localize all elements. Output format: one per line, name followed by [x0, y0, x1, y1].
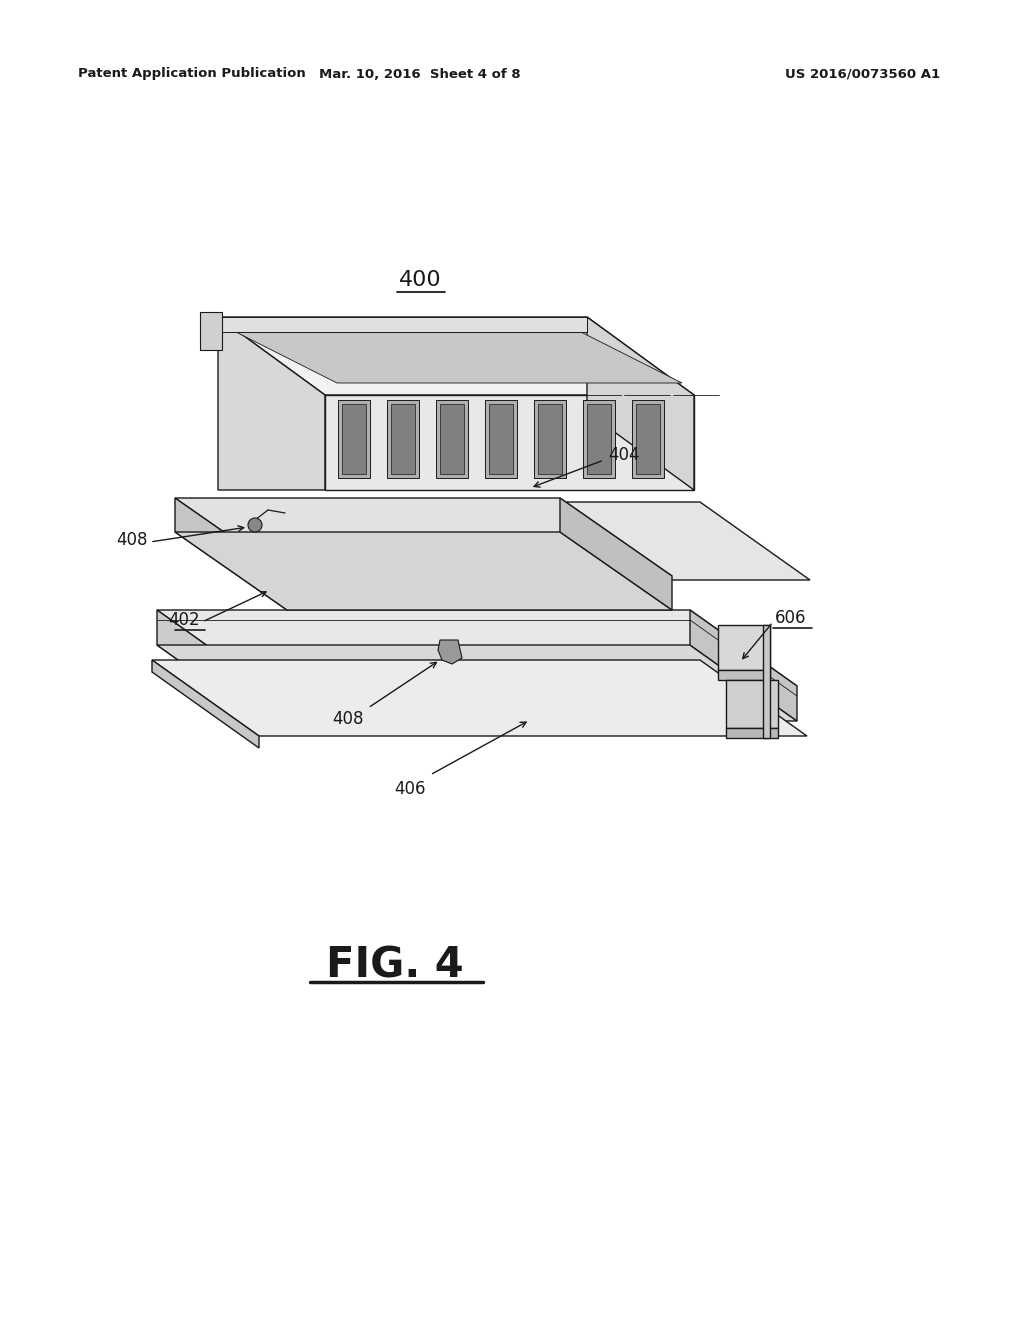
- Text: 408: 408: [332, 710, 364, 729]
- Text: Mar. 10, 2016  Sheet 4 of 8: Mar. 10, 2016 Sheet 4 of 8: [319, 67, 521, 81]
- Polygon shape: [438, 640, 462, 664]
- Text: 404: 404: [608, 446, 640, 465]
- Polygon shape: [436, 400, 468, 478]
- Polygon shape: [440, 404, 464, 474]
- Polygon shape: [175, 502, 810, 579]
- Polygon shape: [387, 400, 419, 478]
- Polygon shape: [489, 404, 513, 474]
- Polygon shape: [391, 404, 415, 474]
- Polygon shape: [218, 317, 325, 490]
- Polygon shape: [636, 404, 660, 474]
- Text: Patent Application Publication: Patent Application Publication: [78, 67, 306, 81]
- Polygon shape: [560, 498, 672, 610]
- Text: 402: 402: [168, 611, 200, 630]
- Polygon shape: [583, 400, 615, 478]
- Polygon shape: [175, 532, 672, 610]
- Polygon shape: [718, 671, 770, 680]
- Polygon shape: [152, 660, 807, 737]
- Polygon shape: [157, 610, 264, 721]
- Text: 406: 406: [394, 780, 426, 799]
- Text: US 2016/0073560 A1: US 2016/0073560 A1: [784, 67, 940, 81]
- Polygon shape: [690, 610, 797, 721]
- Polygon shape: [175, 498, 672, 576]
- Circle shape: [248, 517, 262, 532]
- Text: 606: 606: [775, 609, 807, 627]
- Text: FIG. 4: FIG. 4: [327, 944, 464, 986]
- Polygon shape: [200, 312, 222, 350]
- Polygon shape: [485, 400, 517, 478]
- Polygon shape: [157, 610, 797, 686]
- Text: 408: 408: [117, 531, 148, 549]
- Polygon shape: [587, 317, 694, 490]
- Polygon shape: [538, 404, 562, 474]
- Polygon shape: [726, 729, 778, 738]
- Polygon shape: [218, 317, 694, 395]
- Polygon shape: [763, 624, 770, 738]
- Polygon shape: [534, 400, 566, 478]
- Polygon shape: [218, 317, 587, 333]
- Polygon shape: [587, 404, 611, 474]
- Polygon shape: [726, 680, 778, 729]
- Polygon shape: [325, 395, 694, 490]
- Polygon shape: [230, 329, 682, 383]
- Polygon shape: [342, 404, 366, 474]
- Polygon shape: [175, 498, 287, 610]
- Polygon shape: [718, 624, 770, 671]
- Polygon shape: [338, 400, 370, 478]
- Polygon shape: [152, 660, 259, 748]
- Text: 400: 400: [398, 271, 441, 290]
- Polygon shape: [157, 645, 797, 721]
- Polygon shape: [632, 400, 664, 478]
